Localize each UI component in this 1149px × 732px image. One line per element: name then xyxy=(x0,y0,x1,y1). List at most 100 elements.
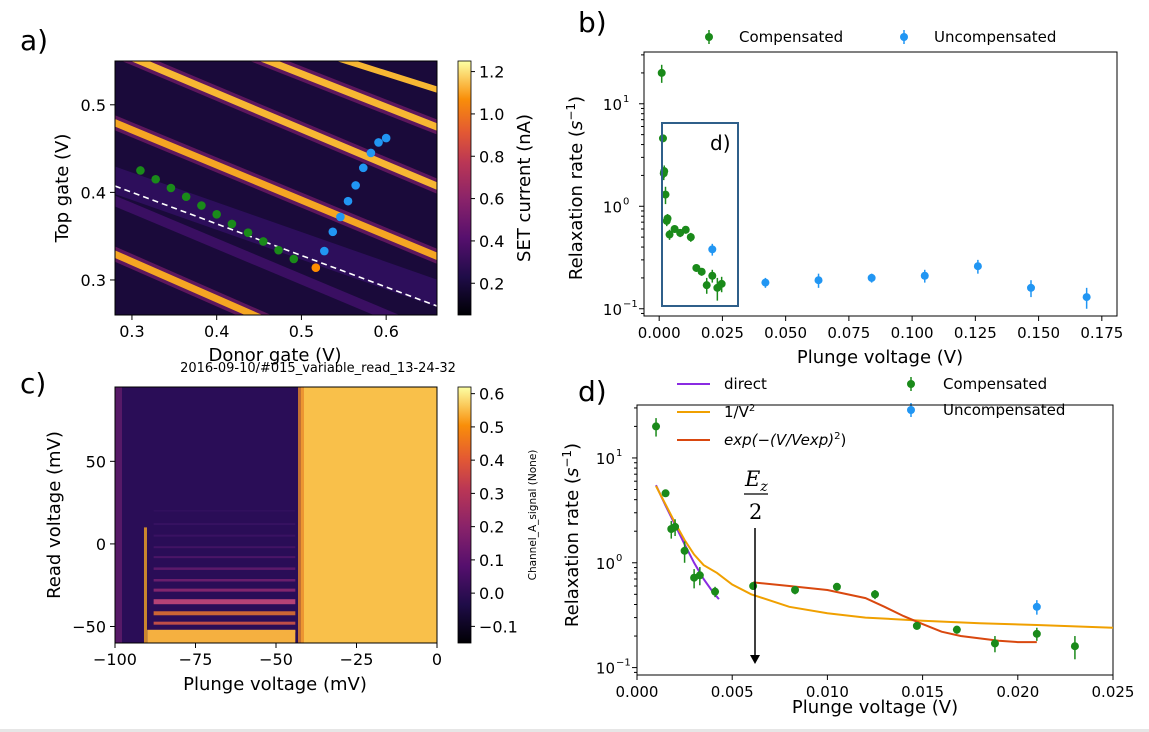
panel-c-ytick-label: 0 xyxy=(96,535,106,554)
panel-a-point xyxy=(197,201,206,210)
panel-c-left-sliver xyxy=(143,527,147,643)
panel-c-cbar-tick-label: 0.0 xyxy=(479,584,504,603)
panel-a-cbar-tick-label: 0.4 xyxy=(479,232,504,251)
panel-b-ytick-exp: 1 xyxy=(623,94,629,105)
panel-d-ytick-label: 10 xyxy=(596,555,615,573)
band-3 xyxy=(259,61,437,131)
panel-a-points xyxy=(136,133,391,273)
panel-c-colorbar xyxy=(457,386,472,644)
panel-d-point xyxy=(791,585,800,594)
panel-a-point xyxy=(351,181,360,190)
panel-c-cbar-tick-label: −0.1 xyxy=(479,617,518,636)
panel-b-xtick-label: 0.175 xyxy=(1080,324,1123,342)
panel-c-stripe xyxy=(153,546,296,549)
panel-b-xtick-label: 0.150 xyxy=(1017,324,1060,342)
panel-a-cbar-tick-label: 0.8 xyxy=(479,147,504,166)
panel-b-point xyxy=(1027,283,1035,292)
panel-a-point xyxy=(366,148,376,158)
panel-d-point xyxy=(990,639,999,648)
panel-b-xtick-label: 0.050 xyxy=(764,324,807,342)
panel-c-label: c) xyxy=(20,367,46,400)
panel-a-ytick-label: 0.3 xyxy=(81,271,106,290)
panel-c-xtick-label: −75 xyxy=(179,650,213,669)
panel-a-point xyxy=(320,246,329,256)
panel-b-xtick-label: 0.100 xyxy=(891,324,934,342)
panel-d-point xyxy=(652,422,661,431)
panel-d-point xyxy=(1032,602,1041,611)
panel-a-point xyxy=(336,212,345,222)
band-shadow xyxy=(115,166,437,308)
panel-a-cbar-tick-label: 0.6 xyxy=(479,190,504,209)
panel-c-ytick-label: 50 xyxy=(86,452,106,471)
panel-c-title: 2016-09-10/#015_variable_read_13-24-32 xyxy=(180,361,456,376)
panel-a-xlabel: Donor gate (V) xyxy=(208,345,341,366)
panel-c-ylabel: Read voltage (mV) xyxy=(44,431,65,599)
panel-a: a) 0.3 0.4 0.5 0.60.30.40.5 Donor gate (V) … xyxy=(20,24,535,366)
bottom-rule xyxy=(0,729,1149,732)
panel-c-heatmap xyxy=(115,387,437,643)
panel-b-ticks: 0.000 0.025 0.050 0.075 0.100 0.125 0.150 0.175… xyxy=(603,54,1123,342)
annotation-ez-numerator: Ez xyxy=(744,467,768,495)
panel-b-point xyxy=(686,233,695,242)
panel-b-point xyxy=(702,281,711,290)
panel-a-ticks: 0.3 0.4 0.5 0.6 0.3 0.4 0.5 xyxy=(81,96,399,341)
panel-a-point xyxy=(381,133,391,143)
panel-b-point xyxy=(665,230,674,239)
legend-exp-label: exp(−(V/Vexp)2) xyxy=(724,431,846,449)
panel-b-xtick-label: 0.075 xyxy=(827,324,870,342)
panel-b-point xyxy=(657,68,666,77)
panel-d-xtick-label: 0.005 xyxy=(711,683,754,701)
panel-d-point xyxy=(749,582,758,591)
panel-b-ylabel: Relaxation rate (s−1) xyxy=(564,96,587,280)
panel-d-ytick-exp: −1 xyxy=(616,658,631,669)
panel-d-fit-line xyxy=(753,581,1037,644)
panel-d: d) direct 1/V2 exp(−(V/Vexp)2) Compensat… xyxy=(560,375,1134,718)
panel-b-frame xyxy=(643,51,1118,317)
panel-c-cbar-tick-label: 0.1 xyxy=(479,551,504,570)
panel-d-point xyxy=(912,621,921,630)
panel-b-point xyxy=(761,278,770,287)
panel-a-point xyxy=(166,183,176,193)
panel-a-xtick-label: 0.4 xyxy=(204,322,229,341)
legend-invv2-label: 1/V2 xyxy=(724,403,755,421)
panel-c-stripe xyxy=(153,578,296,582)
panel-d-ylabel: Relaxation rate (s−1) xyxy=(560,443,583,627)
panel-b-point xyxy=(663,214,672,223)
panel-d-legend: direct 1/V2 exp(−(V/Vexp)2) Compensated … xyxy=(677,375,1065,449)
panel-c-colorbar-ticks: −0.1 0.0 0.1 0.2 0.3 0.4 0.5 0.6 xyxy=(471,385,518,636)
panel-d-label: d) xyxy=(578,375,607,408)
panel-b-point xyxy=(717,279,726,288)
panel-c-xlabel: Plunge voltage (mV) xyxy=(183,674,367,695)
panel-a-point xyxy=(374,138,383,147)
panel-d-point xyxy=(680,546,689,555)
panel-a-colorbar-ticks: 0.2 0.4 0.6 0.8 1.0 1.2 xyxy=(471,63,504,293)
panel-a-ytick-label: 0.5 xyxy=(81,96,106,115)
panel-c-cbar-tick-label: 0.4 xyxy=(479,451,504,470)
panel-d-xtick-label: 0.020 xyxy=(996,683,1039,701)
panel-b-ytick-exp: −1 xyxy=(623,299,638,310)
panel-b-ytick-label: 10 xyxy=(603,301,622,319)
panel-b-point xyxy=(708,271,717,280)
panel-a-point xyxy=(343,196,353,206)
band-5 xyxy=(115,250,263,315)
panel-c-stripe xyxy=(153,523,296,526)
panel-a-point xyxy=(151,174,160,184)
legend-d-compensated-marker xyxy=(907,380,915,388)
panel-b-point xyxy=(681,225,690,234)
panel-b-inset-label: d) xyxy=(710,131,731,155)
panel-c-stripe xyxy=(153,510,296,512)
legend-d-compensated-label: Compensated xyxy=(943,375,1047,393)
panel-b-points xyxy=(657,64,1091,309)
panel-d-xtick-label: 0.015 xyxy=(901,683,944,701)
panel-b-xtick-label: 0.025 xyxy=(701,324,744,342)
panel-c-bright-bottom xyxy=(147,629,296,643)
panel-b: b) Compensated Uncompensated d) 0.000 0.0… xyxy=(564,6,1123,368)
panel-b-label: b) xyxy=(578,6,607,39)
panel-c-xtick-label: −25 xyxy=(340,650,374,669)
panel-c-ytick-label: −50 xyxy=(72,617,106,636)
panel-d-point xyxy=(871,590,879,599)
panel-a-ylabel: Top gate (V) xyxy=(52,134,73,244)
legend-compensated-marker xyxy=(705,33,713,41)
